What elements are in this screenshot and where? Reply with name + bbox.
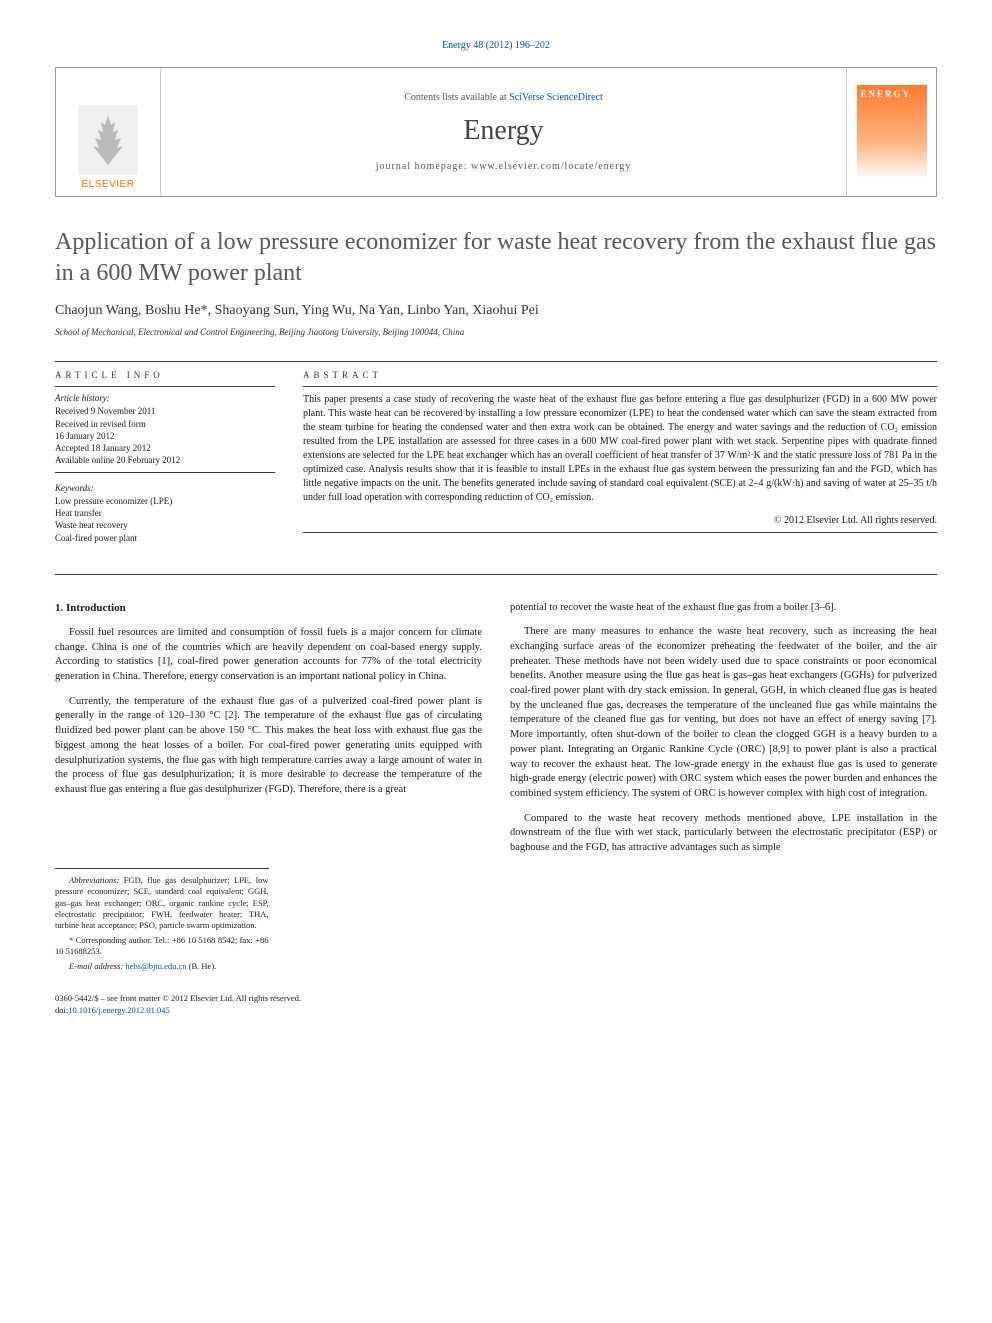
- journal-cover-block: ENERGY: [846, 68, 936, 196]
- sciencedirect-link[interactable]: SciVerse ScienceDirect: [509, 92, 603, 103]
- header-center: Contents lists available at SciVerse Sci…: [161, 68, 846, 196]
- article-info-column: ARTICLE INFO Article history: Received 9…: [55, 370, 275, 543]
- email-footnote: E-mail address: hebs@bjtu.edu.cn (B. He)…: [55, 961, 269, 972]
- publisher-name: ELSEVIER: [82, 179, 135, 190]
- keyword-item: Heat transfer: [55, 507, 275, 519]
- journal-name: Energy: [463, 115, 543, 147]
- body-paragraph: There are many measures to enhance the w…: [510, 625, 937, 801]
- body-paragraph: Fossil fuel resources are limited and co…: [55, 626, 482, 685]
- keyword-item: Waste heat recovery: [55, 519, 275, 531]
- doi-link[interactable]: 10.1016/j.energy.2012.01.045: [68, 1005, 170, 1015]
- homepage-url: www.elsevier.com/locate/energy: [471, 161, 631, 172]
- contents-available: Contents lists available at SciVerse Sci…: [404, 92, 603, 103]
- front-matter-line: 0360-5442/$ – see front matter © 2012 El…: [55, 993, 937, 1004]
- keyword-item: Coal-fired power plant: [55, 532, 275, 544]
- cover-title: ENERGY: [861, 89, 923, 99]
- body-left-column: 1. Introduction Fossil fuel resources ar…: [55, 601, 482, 976]
- history-item: 16 January 2012: [55, 430, 275, 442]
- history-item: Available online 20 February 2012: [55, 454, 275, 466]
- history-item: Received in revised form: [55, 418, 275, 430]
- divider: [55, 361, 937, 362]
- keyword-item: Low pressure economizer (LPE): [55, 495, 275, 507]
- doi-line: doi:10.1016/j.energy.2012.01.045: [55, 1005, 937, 1016]
- doi-prefix: doi:: [55, 1005, 68, 1015]
- body-paragraph: potential to recover the waste heat of t…: [510, 601, 937, 616]
- body-columns: 1. Introduction Fossil fuel resources ar…: [55, 601, 937, 976]
- abstract-bottom-separator: [303, 532, 937, 533]
- keywords-label: Keywords:: [55, 483, 275, 493]
- email-link[interactable]: hebs@bjtu.edu.cn: [125, 961, 186, 971]
- article-title: Application of a low pressure economizer…: [55, 227, 937, 289]
- abstract-text: This paper presents a case study of reco…: [303, 393, 937, 505]
- email-label: E-mail address:: [69, 961, 123, 971]
- abbrev-label: Abbreviations:: [69, 875, 119, 885]
- abstract-column: ABSTRACT This paper presents a case stud…: [303, 370, 937, 543]
- info-separator: [55, 472, 275, 473]
- history-label: Article history:: [55, 393, 275, 403]
- abstract-separator: [303, 386, 937, 387]
- elsevier-logo-icon: [78, 105, 138, 175]
- footer-bar: 0360-5442/$ – see front matter © 2012 El…: [55, 993, 937, 1016]
- abstract-copyright: © 2012 Elsevier Ltd. All rights reserved…: [303, 515, 937, 526]
- body-paragraph: Compared to the waste heat recovery meth…: [510, 812, 937, 856]
- corresponding-author: * Corresponding author. Tel.: +86 10 516…: [55, 935, 269, 958]
- body-right-column: potential to recover the waste heat of t…: [510, 601, 937, 976]
- publisher-block: ELSEVIER: [56, 68, 161, 196]
- info-abstract-row: ARTICLE INFO Article history: Received 9…: [55, 370, 937, 543]
- journal-homepage: journal homepage: www.elsevier.com/locat…: [376, 161, 631, 172]
- body-paragraph: Currently, the temperature of the exhaus…: [55, 695, 482, 798]
- journal-header: ELSEVIER Contents lists available at Sci…: [55, 67, 937, 197]
- abstract-heading: ABSTRACT: [303, 370, 937, 380]
- history-item: Accepted 18 January 2012: [55, 442, 275, 454]
- affiliation: School of Mechanical, Electronical and C…: [55, 327, 937, 337]
- citation-line: Energy 48 (2012) 196–202: [55, 40, 937, 51]
- email-name: (B. He).: [187, 961, 217, 971]
- main-divider: [55, 574, 937, 575]
- info-separator: [55, 386, 275, 387]
- footnotes-block: Abbreviations: FGD, flue gas desulphuriz…: [55, 868, 269, 973]
- article-info-heading: ARTICLE INFO: [55, 370, 275, 380]
- contents-prefix: Contents lists available at: [404, 92, 509, 103]
- abbreviations-footnote: Abbreviations: FGD, flue gas desulphuriz…: [55, 875, 269, 932]
- history-item: Received 9 November 2011: [55, 405, 275, 417]
- authors-list: Chaojun Wang, Boshu He*, Shaoyang Sun, Y…: [55, 303, 937, 319]
- journal-cover-icon: ENERGY: [857, 85, 927, 180]
- homepage-prefix: journal homepage:: [376, 161, 471, 172]
- section-heading: 1. Introduction: [55, 601, 482, 616]
